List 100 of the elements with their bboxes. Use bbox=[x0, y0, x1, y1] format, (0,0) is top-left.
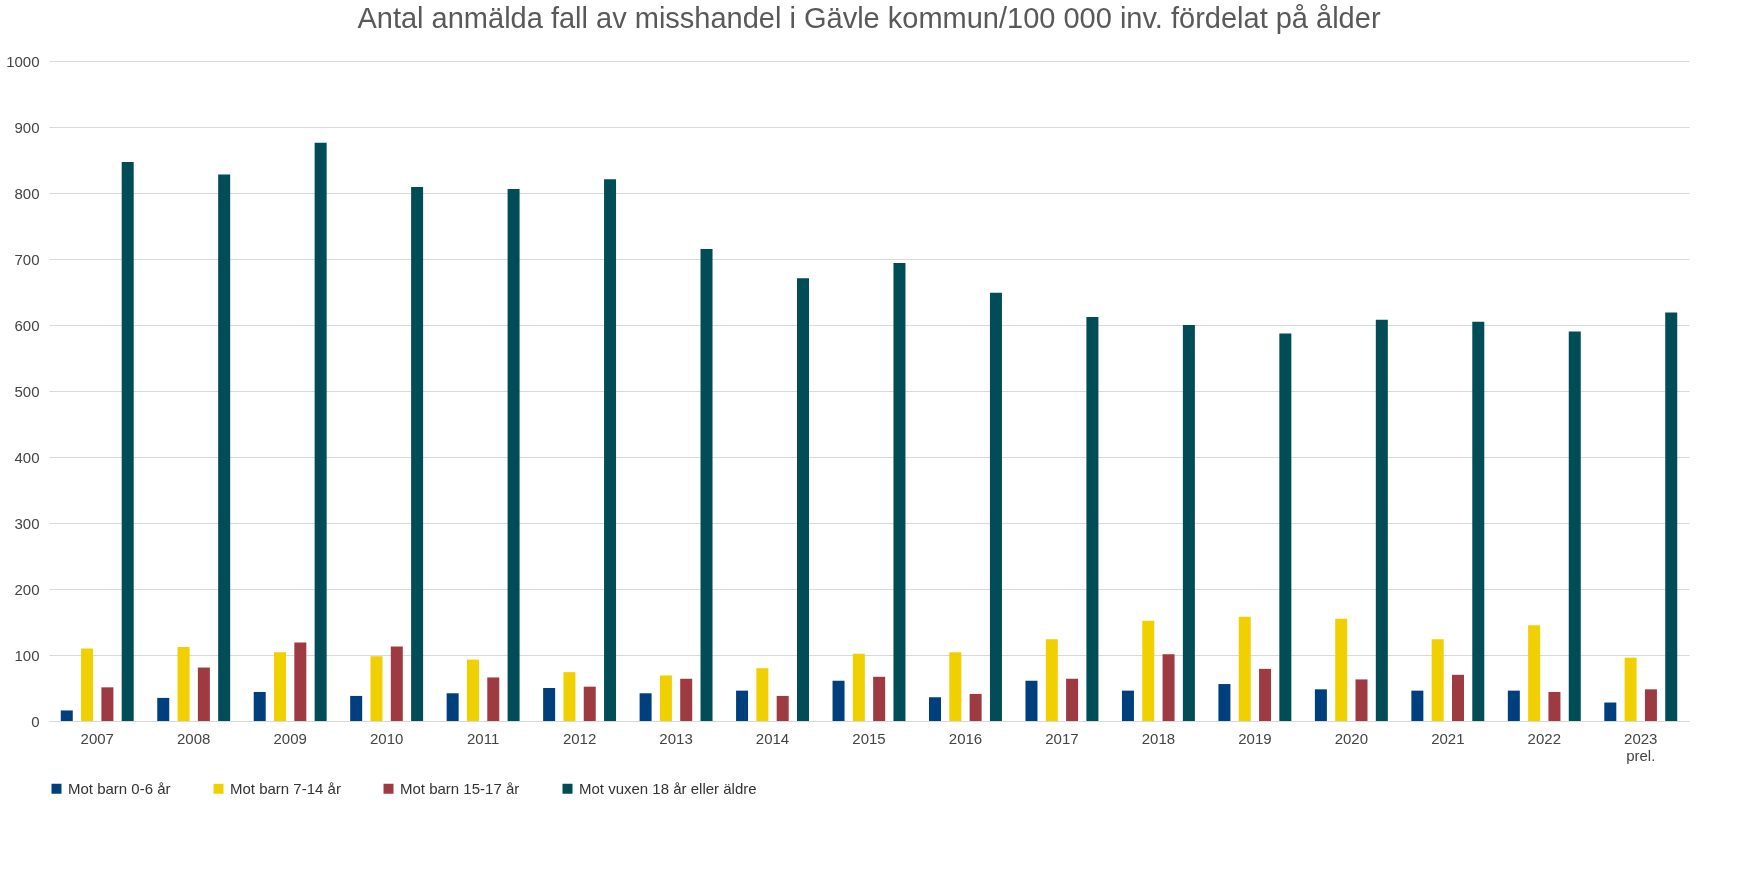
bar bbox=[1451, 674, 1464, 721]
bar bbox=[466, 659, 479, 721]
bar bbox=[1665, 312, 1678, 721]
bar bbox=[736, 690, 749, 721]
bar bbox=[274, 652, 287, 721]
legend-label: Mot vuxen 18 år eller äldre bbox=[579, 779, 757, 797]
y-tick-label: 700 bbox=[14, 250, 40, 268]
bar bbox=[1528, 625, 1541, 721]
bar bbox=[1182, 325, 1195, 721]
bar bbox=[756, 668, 769, 721]
y-tick-label: 1000 bbox=[6, 52, 40, 70]
bar bbox=[1431, 639, 1444, 721]
bar bbox=[1066, 678, 1079, 721]
bar bbox=[487, 677, 500, 721]
x-tick-label: 2017 bbox=[1045, 729, 1079, 747]
x-tick-label: 2007 bbox=[80, 729, 114, 747]
bar bbox=[101, 687, 114, 721]
bar bbox=[832, 680, 845, 721]
legend-label: Mot barn 15-17 år bbox=[400, 779, 520, 797]
bar bbox=[1335, 618, 1348, 721]
bar bbox=[390, 646, 403, 721]
y-tick-label: 500 bbox=[14, 382, 40, 400]
bar bbox=[796, 278, 809, 721]
bar bbox=[1644, 689, 1657, 721]
bar bbox=[253, 691, 266, 721]
bar bbox=[543, 688, 556, 721]
x-tick-label: 2013 bbox=[659, 729, 693, 747]
bar bbox=[350, 695, 363, 721]
bar bbox=[1568, 331, 1581, 721]
bar bbox=[1507, 690, 1520, 721]
y-tick-label: 200 bbox=[14, 580, 40, 598]
bar bbox=[1314, 689, 1327, 721]
bar bbox=[873, 676, 886, 721]
bar bbox=[776, 695, 789, 721]
x-tick-label: 2023 prel. bbox=[1624, 729, 1658, 764]
bar bbox=[969, 693, 982, 721]
y-tick-label: 900 bbox=[14, 118, 40, 136]
bar bbox=[893, 262, 906, 721]
bar bbox=[294, 642, 307, 721]
bar bbox=[1142, 620, 1155, 721]
bar bbox=[583, 686, 596, 721]
bar bbox=[1411, 690, 1424, 721]
bar bbox=[949, 652, 962, 721]
bar bbox=[81, 648, 94, 721]
bar bbox=[1218, 684, 1231, 721]
bar bbox=[929, 697, 942, 721]
y-tick-label: 100 bbox=[14, 646, 40, 664]
bar bbox=[197, 667, 210, 721]
x-tick-label: 2016 bbox=[948, 729, 983, 747]
x-tick-label: 2015 bbox=[852, 729, 886, 747]
bar bbox=[446, 693, 459, 721]
x-tick-label: 2022 bbox=[1527, 729, 1561, 747]
y-tick-label: 600 bbox=[14, 316, 40, 334]
x-tick-label: 2011 bbox=[466, 729, 500, 747]
x-tick-label: 2014 bbox=[755, 729, 790, 747]
bar bbox=[314, 142, 327, 721]
legend-label: Mot barn 0-6 år bbox=[68, 779, 171, 797]
chart-title: Antal anmälda fall av misshandel i Gävle kommun/100 000 inv. fördelat på ålder bbox=[357, 2, 1381, 34]
legend-label: Mot barn 7-14 år bbox=[230, 779, 341, 797]
bar bbox=[1121, 690, 1134, 721]
bar bbox=[989, 292, 1002, 721]
bar bbox=[639, 693, 652, 721]
bar bbox=[700, 249, 713, 721]
bar bbox=[1355, 679, 1368, 721]
bar bbox=[1162, 654, 1175, 721]
y-tick-label: 300 bbox=[14, 514, 40, 532]
bar bbox=[1045, 639, 1058, 721]
x-tick-label: 2010 bbox=[369, 729, 404, 747]
bar bbox=[604, 179, 617, 721]
bar bbox=[1238, 616, 1251, 721]
bar bbox=[507, 189, 520, 721]
x-tick-label: 2012 bbox=[562, 729, 597, 747]
bar bbox=[1279, 333, 1292, 721]
y-tick-label: 0 bbox=[31, 712, 40, 730]
x-tick-label: 2021 bbox=[1431, 729, 1465, 747]
x-tick-label: 2020 bbox=[1334, 729, 1369, 747]
bar bbox=[1472, 321, 1485, 721]
x-tick-label: 2019 bbox=[1238, 729, 1272, 747]
bar bbox=[411, 187, 424, 721]
bar bbox=[177, 647, 190, 721]
bar bbox=[1259, 668, 1272, 721]
x-tick-label: 2009 bbox=[273, 729, 307, 747]
bar bbox=[1604, 702, 1617, 721]
bar bbox=[60, 710, 73, 721]
bar bbox=[218, 174, 231, 721]
bar bbox=[1025, 680, 1038, 721]
bar bbox=[563, 672, 576, 721]
y-tick-label: 800 bbox=[14, 184, 40, 202]
bar bbox=[680, 678, 693, 721]
bar bbox=[370, 656, 383, 721]
bar bbox=[1375, 319, 1388, 721]
bar bbox=[1086, 317, 1099, 721]
x-tick-label: 2018 bbox=[1141, 729, 1176, 747]
bar bbox=[157, 697, 170, 721]
y-tick-label: 400 bbox=[14, 448, 40, 466]
bar bbox=[121, 161, 134, 721]
bar bbox=[852, 653, 865, 721]
bar bbox=[1624, 657, 1637, 721]
bar bbox=[659, 675, 672, 721]
bar bbox=[1548, 691, 1561, 721]
